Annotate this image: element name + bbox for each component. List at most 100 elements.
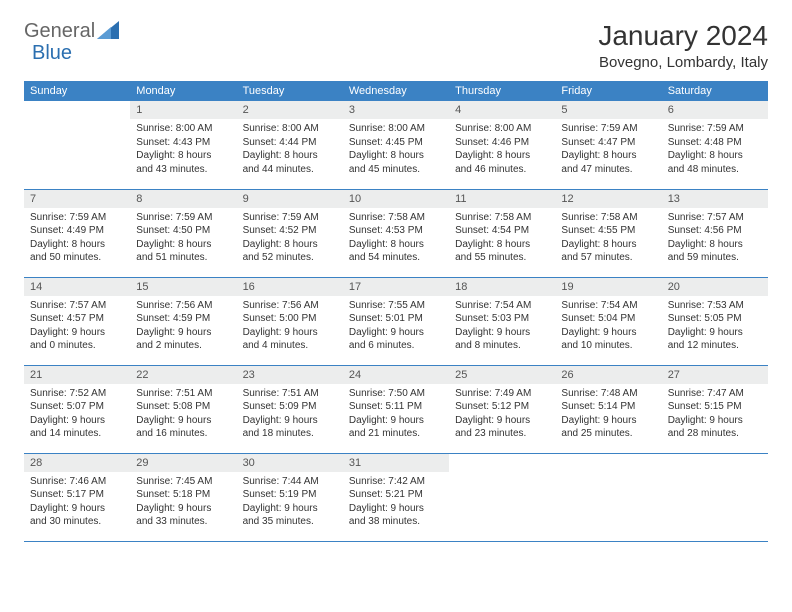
day-header: Sunday [24,81,130,101]
day-header: Monday [130,81,236,101]
day-number: 10 [343,190,449,208]
day-number: 9 [237,190,343,208]
day-number: 3 [343,101,449,119]
calendar-day-cell: 13Sunrise: 7:57 AMSunset: 4:56 PMDayligh… [662,189,768,277]
calendar-day-cell: 10Sunrise: 7:58 AMSunset: 4:53 PMDayligh… [343,189,449,277]
day-content: Sunrise: 7:59 AMSunset: 4:52 PMDaylight:… [237,208,343,268]
day-number: 11 [449,190,555,208]
day-number: 21 [24,366,130,384]
day-number: 26 [555,366,661,384]
month-title: January 2024 [598,20,768,52]
logo-text-general: General [24,20,95,43]
day-content: Sunrise: 8:00 AMSunset: 4:45 PMDaylight:… [343,119,449,179]
day-content: Sunrise: 7:52 AMSunset: 5:07 PMDaylight:… [24,384,130,444]
calendar-day-cell: 8Sunrise: 7:59 AMSunset: 4:50 PMDaylight… [130,189,236,277]
day-content: Sunrise: 7:51 AMSunset: 5:08 PMDaylight:… [130,384,236,444]
day-content: Sunrise: 7:53 AMSunset: 5:05 PMDaylight:… [662,296,768,356]
day-number: 6 [662,101,768,119]
logo-text-blue: Blue [32,42,72,65]
day-number: 24 [343,366,449,384]
calendar-day-cell: 31Sunrise: 7:42 AMSunset: 5:21 PMDayligh… [343,453,449,541]
calendar-week-row: 28Sunrise: 7:46 AMSunset: 5:17 PMDayligh… [24,453,768,541]
calendar-day-cell: 23Sunrise: 7:51 AMSunset: 5:09 PMDayligh… [237,365,343,453]
calendar-day-cell: 28Sunrise: 7:46 AMSunset: 5:17 PMDayligh… [24,453,130,541]
day-number: 15 [130,278,236,296]
title-block: January 2024 Bovegno, Lombardy, Italy [598,20,768,71]
day-content: Sunrise: 7:45 AMSunset: 5:18 PMDaylight:… [130,472,236,532]
calendar-day-cell [449,453,555,541]
calendar-day-cell: 20Sunrise: 7:53 AMSunset: 5:05 PMDayligh… [662,277,768,365]
day-content: Sunrise: 8:00 AMSunset: 4:43 PMDaylight:… [130,119,236,179]
calendar-week-row: 7Sunrise: 7:59 AMSunset: 4:49 PMDaylight… [24,189,768,277]
calendar-day-cell: 7Sunrise: 7:59 AMSunset: 4:49 PMDaylight… [24,189,130,277]
day-number: 4 [449,101,555,119]
day-content: Sunrise: 7:48 AMSunset: 5:14 PMDaylight:… [555,384,661,444]
day-content: Sunrise: 7:54 AMSunset: 5:03 PMDaylight:… [449,296,555,356]
header: General January 2024 Bovegno, Lombardy, … [24,20,768,71]
calendar-week-row: 21Sunrise: 7:52 AMSunset: 5:07 PMDayligh… [24,365,768,453]
day-header: Friday [555,81,661,101]
calendar-day-cell: 3Sunrise: 8:00 AMSunset: 4:45 PMDaylight… [343,101,449,189]
day-number: 27 [662,366,768,384]
day-content: Sunrise: 7:59 AMSunset: 4:50 PMDaylight:… [130,208,236,268]
calendar-day-cell: 26Sunrise: 7:48 AMSunset: 5:14 PMDayligh… [555,365,661,453]
day-content: Sunrise: 7:47 AMSunset: 5:15 PMDaylight:… [662,384,768,444]
day-number: 17 [343,278,449,296]
day-content: Sunrise: 7:51 AMSunset: 5:09 PMDaylight:… [237,384,343,444]
day-header: Thursday [449,81,555,101]
day-content: Sunrise: 7:57 AMSunset: 4:57 PMDaylight:… [24,296,130,356]
day-number: 18 [449,278,555,296]
day-number: 13 [662,190,768,208]
day-content: Sunrise: 8:00 AMSunset: 4:44 PMDaylight:… [237,119,343,179]
day-number: 1 [130,101,236,119]
day-number: 23 [237,366,343,384]
calendar-day-cell: 11Sunrise: 7:58 AMSunset: 4:54 PMDayligh… [449,189,555,277]
day-number: 7 [24,190,130,208]
calendar-day-cell: 15Sunrise: 7:56 AMSunset: 4:59 PMDayligh… [130,277,236,365]
calendar-day-cell: 18Sunrise: 7:54 AMSunset: 5:03 PMDayligh… [449,277,555,365]
calendar-day-cell: 27Sunrise: 7:47 AMSunset: 5:15 PMDayligh… [662,365,768,453]
day-content: Sunrise: 7:49 AMSunset: 5:12 PMDaylight:… [449,384,555,444]
calendar-day-cell [24,101,130,189]
day-content: Sunrise: 7:59 AMSunset: 4:47 PMDaylight:… [555,119,661,179]
calendar-day-cell: 22Sunrise: 7:51 AMSunset: 5:08 PMDayligh… [130,365,236,453]
day-content: Sunrise: 7:59 AMSunset: 4:48 PMDaylight:… [662,119,768,179]
calendar-day-cell: 1Sunrise: 8:00 AMSunset: 4:43 PMDaylight… [130,101,236,189]
logo-triangle-icon [97,21,119,42]
calendar-day-cell: 21Sunrise: 7:52 AMSunset: 5:07 PMDayligh… [24,365,130,453]
day-content: Sunrise: 7:42 AMSunset: 5:21 PMDaylight:… [343,472,449,532]
calendar-day-cell [662,453,768,541]
calendar-week-row: 14Sunrise: 7:57 AMSunset: 4:57 PMDayligh… [24,277,768,365]
day-content: Sunrise: 7:56 AMSunset: 5:00 PMDaylight:… [237,296,343,356]
day-number: 2 [237,101,343,119]
day-content: Sunrise: 7:58 AMSunset: 4:54 PMDaylight:… [449,208,555,268]
calendar-day-cell: 17Sunrise: 7:55 AMSunset: 5:01 PMDayligh… [343,277,449,365]
calendar-day-cell: 25Sunrise: 7:49 AMSunset: 5:12 PMDayligh… [449,365,555,453]
calendar-body: 1Sunrise: 8:00 AMSunset: 4:43 PMDaylight… [24,101,768,541]
day-content: Sunrise: 7:55 AMSunset: 5:01 PMDaylight:… [343,296,449,356]
day-number: 22 [130,366,236,384]
calendar-day-cell: 14Sunrise: 7:57 AMSunset: 4:57 PMDayligh… [24,277,130,365]
logo: General [24,20,121,43]
day-content: Sunrise: 7:44 AMSunset: 5:19 PMDaylight:… [237,472,343,532]
day-number: 31 [343,454,449,472]
day-number: 29 [130,454,236,472]
day-header: Tuesday [237,81,343,101]
day-content: Sunrise: 7:58 AMSunset: 4:53 PMDaylight:… [343,208,449,268]
day-content: Sunrise: 7:46 AMSunset: 5:17 PMDaylight:… [24,472,130,532]
calendar-day-cell: 29Sunrise: 7:45 AMSunset: 5:18 PMDayligh… [130,453,236,541]
day-content: Sunrise: 7:54 AMSunset: 5:04 PMDaylight:… [555,296,661,356]
calendar-day-cell: 30Sunrise: 7:44 AMSunset: 5:19 PMDayligh… [237,453,343,541]
day-content: Sunrise: 7:58 AMSunset: 4:55 PMDaylight:… [555,208,661,268]
day-number: 19 [555,278,661,296]
day-content: Sunrise: 7:56 AMSunset: 4:59 PMDaylight:… [130,296,236,356]
day-number: 25 [449,366,555,384]
day-content: Sunrise: 7:50 AMSunset: 5:11 PMDaylight:… [343,384,449,444]
day-header: Saturday [662,81,768,101]
calendar-day-cell: 4Sunrise: 8:00 AMSunset: 4:46 PMDaylight… [449,101,555,189]
calendar-day-cell: 19Sunrise: 7:54 AMSunset: 5:04 PMDayligh… [555,277,661,365]
day-header: Wednesday [343,81,449,101]
calendar-header-row: SundayMondayTuesdayWednesdayThursdayFrid… [24,81,768,101]
day-number: 16 [237,278,343,296]
day-number: 8 [130,190,236,208]
